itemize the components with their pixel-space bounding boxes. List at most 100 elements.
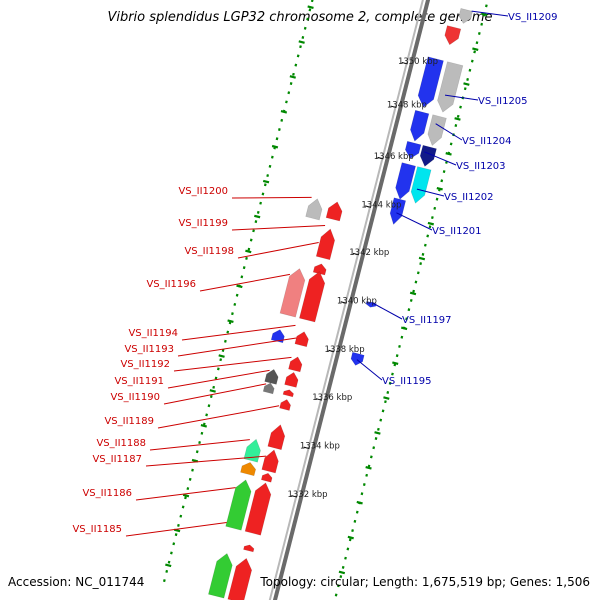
- gene-block-reverse: [267, 424, 286, 451]
- gene-block-forward: [444, 25, 462, 46]
- gene-label-leader: [396, 212, 433, 231]
- outer-track-tick: [481, 12, 488, 17]
- kbp-tick-label: 1332 kbp: [287, 490, 327, 500]
- gene-label-leader: [356, 359, 383, 381]
- inner-track-tick: [245, 249, 252, 254]
- outer-track-tick: [400, 326, 408, 331]
- gene-label-leader: [125, 521, 227, 537]
- gene-label-leader: [135, 487, 236, 501]
- gene-label-leader: [231, 225, 326, 231]
- gene-label-leader: [237, 242, 319, 259]
- gene-block-forward: [410, 166, 432, 204]
- gene-label-reverse: VS_II1187: [92, 454, 142, 465]
- gene-block-reverse: [288, 356, 303, 373]
- gene-block-reverse: [284, 371, 299, 388]
- gene-label-reverse: VS_II1190: [110, 392, 160, 403]
- gene-label-reverse: VS_II1194: [128, 328, 178, 339]
- kbp-tick: [390, 105, 397, 109]
- gene-label-leader: [444, 94, 479, 101]
- gene-block-forward: [410, 109, 430, 142]
- outer-track-tick: [338, 570, 346, 575]
- kbp-tick-label: 1346 kbp: [374, 152, 414, 162]
- kbp-tick-label: 1344 kbp: [361, 200, 401, 210]
- gene-block-forward: [419, 144, 437, 167]
- inner-track-tick: [209, 389, 216, 393]
- gene-block-forward: [417, 56, 444, 108]
- gene-block-reverse: [240, 462, 257, 477]
- inner-track-tick: [165, 563, 172, 568]
- gene-block-reverse: [264, 368, 279, 385]
- inner-track-tick: [254, 214, 261, 219]
- gene-label-leader: [173, 356, 292, 372]
- gene-block-reverse: [243, 544, 255, 553]
- gene-label-reverse: VS_II1200: [178, 186, 228, 197]
- kbp-tick: [291, 495, 298, 498]
- gene-block-reverse: [294, 331, 309, 348]
- gene-block-reverse: [305, 198, 323, 221]
- gene-block-reverse: [208, 553, 233, 599]
- gene-label-forward: VS_II1201: [432, 226, 482, 237]
- inner-track-tick: [280, 110, 288, 114]
- inner-track-tick: [289, 75, 296, 79]
- outer-track-tick: [427, 221, 435, 226]
- gene-block-reverse: [225, 479, 252, 531]
- gene-label-reverse: VS_II1189: [104, 416, 154, 427]
- gene-label-leader: [424, 151, 457, 166]
- outer-track-tick: [463, 82, 470, 86]
- gene-label-forward: VS_II1205: [478, 96, 528, 107]
- kbp-tick-label: 1336 kbp: [312, 393, 352, 403]
- gene-block-reverse: [279, 268, 306, 318]
- accession-text: Accession: NC_011744: [8, 575, 145, 589]
- gene-label-reverse: VS_II1193: [124, 344, 174, 355]
- backbone-shadow-line: [268, 0, 424, 600]
- outer-track-tick: [418, 256, 426, 261]
- inner-track-tick: [200, 424, 208, 428]
- gene-block-reverse: [325, 201, 343, 222]
- gene-label-reverse: VS_II1196: [146, 279, 196, 290]
- backbone-line: [272, 0, 431, 600]
- outer-track-tick: [392, 361, 399, 365]
- gene-block-reverse: [282, 389, 294, 398]
- gene-block-forward: [458, 8, 473, 24]
- kbp-tick-label: 1350 kbp: [398, 57, 438, 67]
- kbp-tick-label: 1334 kbp: [300, 442, 340, 452]
- gene-label-forward: VS_II1197: [402, 315, 452, 326]
- inner-track-tick: [298, 40, 305, 44]
- gene-label-leader: [163, 383, 267, 405]
- inner-dotted-track: [162, 0, 314, 583]
- inner-track-tick: [218, 354, 225, 358]
- inner-track-tick: [271, 144, 279, 149]
- kbp-tick: [352, 252, 360, 256]
- outer-track-tick: [454, 117, 461, 121]
- gene-label-forward: VS_II1203: [456, 161, 506, 172]
- outer-dotted-track: [333, 4, 488, 600]
- gene-block-reverse: [261, 449, 279, 474]
- gene-label-leader: [167, 369, 270, 389]
- kbp-tick-label: 1340 kbp: [337, 296, 377, 306]
- gene-block-reverse: [299, 271, 326, 323]
- outer-track-tick: [472, 47, 479, 52]
- gene-label-leader: [199, 273, 291, 292]
- gene-label-reverse: VS_II1188: [96, 438, 146, 449]
- gene-block-reverse: [312, 263, 327, 276]
- outer-track-tick: [374, 431, 381, 435]
- outer-track-tick: [383, 396, 390, 400]
- gene-block-reverse: [260, 472, 273, 483]
- gene-block-forward: [389, 197, 407, 225]
- gene-label-reverse: VS_II1186: [82, 488, 132, 499]
- gene-label-leader: [416, 188, 445, 197]
- gene-block-reverse: [227, 557, 253, 600]
- kbp-tick: [365, 205, 372, 208]
- gene-block-forward: [427, 114, 447, 147]
- gene-label-leader: [435, 123, 463, 141]
- inner-track-tick: [227, 319, 234, 323]
- gene-label-reverse: VS_II1192: [120, 359, 170, 370]
- gene-label-forward: VS_II1202: [444, 192, 494, 203]
- map-title: Vibrio splendidus LGP32 chromosome 2, co…: [107, 10, 493, 25]
- outer-track-tick: [436, 186, 443, 191]
- inner-track-tick: [236, 284, 243, 289]
- outer-track-tick: [365, 466, 372, 470]
- kbp-tick-label: 1338 kbp: [325, 345, 365, 355]
- kbp-tick-label: 1348 kbp: [387, 101, 427, 111]
